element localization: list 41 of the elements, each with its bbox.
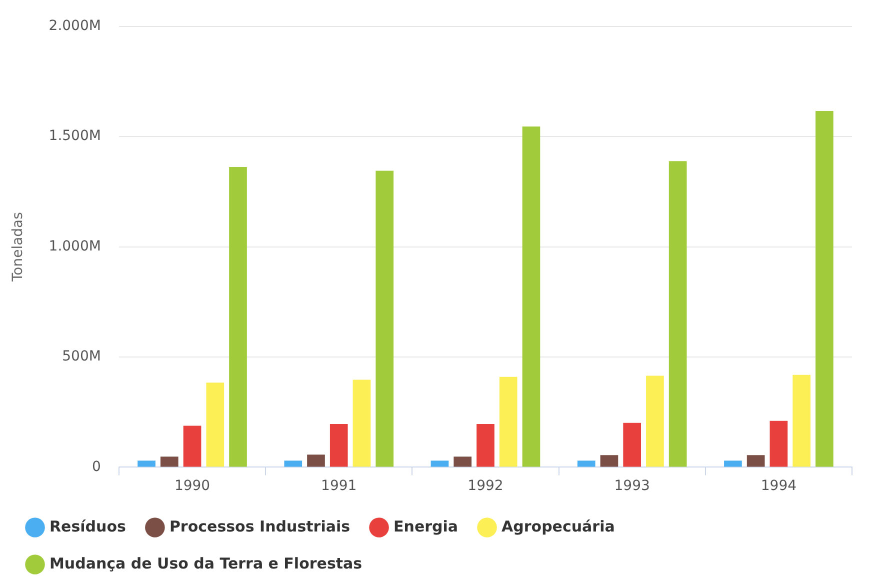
y-tick-label: 500M (62, 348, 101, 365)
bar (206, 382, 224, 467)
bar (792, 374, 810, 467)
bar (646, 376, 664, 467)
bar (600, 455, 618, 467)
bar (229, 167, 247, 467)
bar (352, 380, 371, 467)
legend-label: Energia (394, 517, 458, 536)
bar (454, 456, 472, 467)
bar (183, 426, 202, 467)
x-tick-label: 1991 (321, 478, 357, 494)
y-tick-label: 2.000M (48, 18, 101, 34)
bar (476, 424, 494, 467)
y-axis-title: Toneladas (10, 212, 26, 283)
x-tick-label: 1994 (760, 478, 797, 494)
bar (160, 456, 178, 467)
y-tick-label: 1.000M (48, 238, 101, 254)
bar (668, 161, 687, 467)
bar (138, 460, 156, 467)
bar (330, 424, 348, 467)
legend-label: Processos Industriais (169, 517, 350, 536)
bar (577, 460, 596, 467)
bar (376, 170, 394, 467)
bar (430, 460, 449, 467)
legend-label: Resíduos (50, 517, 126, 536)
bar (770, 420, 788, 467)
y-tick-label: 1.500M (48, 128, 101, 144)
bar (499, 376, 518, 467)
bar (816, 111, 834, 467)
legend-label: Mudança de Uso da Terra e Florestas (50, 554, 362, 572)
bar (623, 422, 642, 467)
bar (724, 460, 742, 467)
legend-label: Agropecuária (502, 517, 615, 536)
bar (522, 126, 540, 467)
x-tick-label: 1990 (174, 478, 210, 494)
x-tick-label: 1993 (614, 478, 650, 494)
bar (746, 455, 765, 467)
y-tick-label: 0 (92, 458, 101, 475)
x-tick-label: 1992 (468, 478, 504, 494)
bar (284, 460, 302, 467)
bar (307, 454, 325, 467)
